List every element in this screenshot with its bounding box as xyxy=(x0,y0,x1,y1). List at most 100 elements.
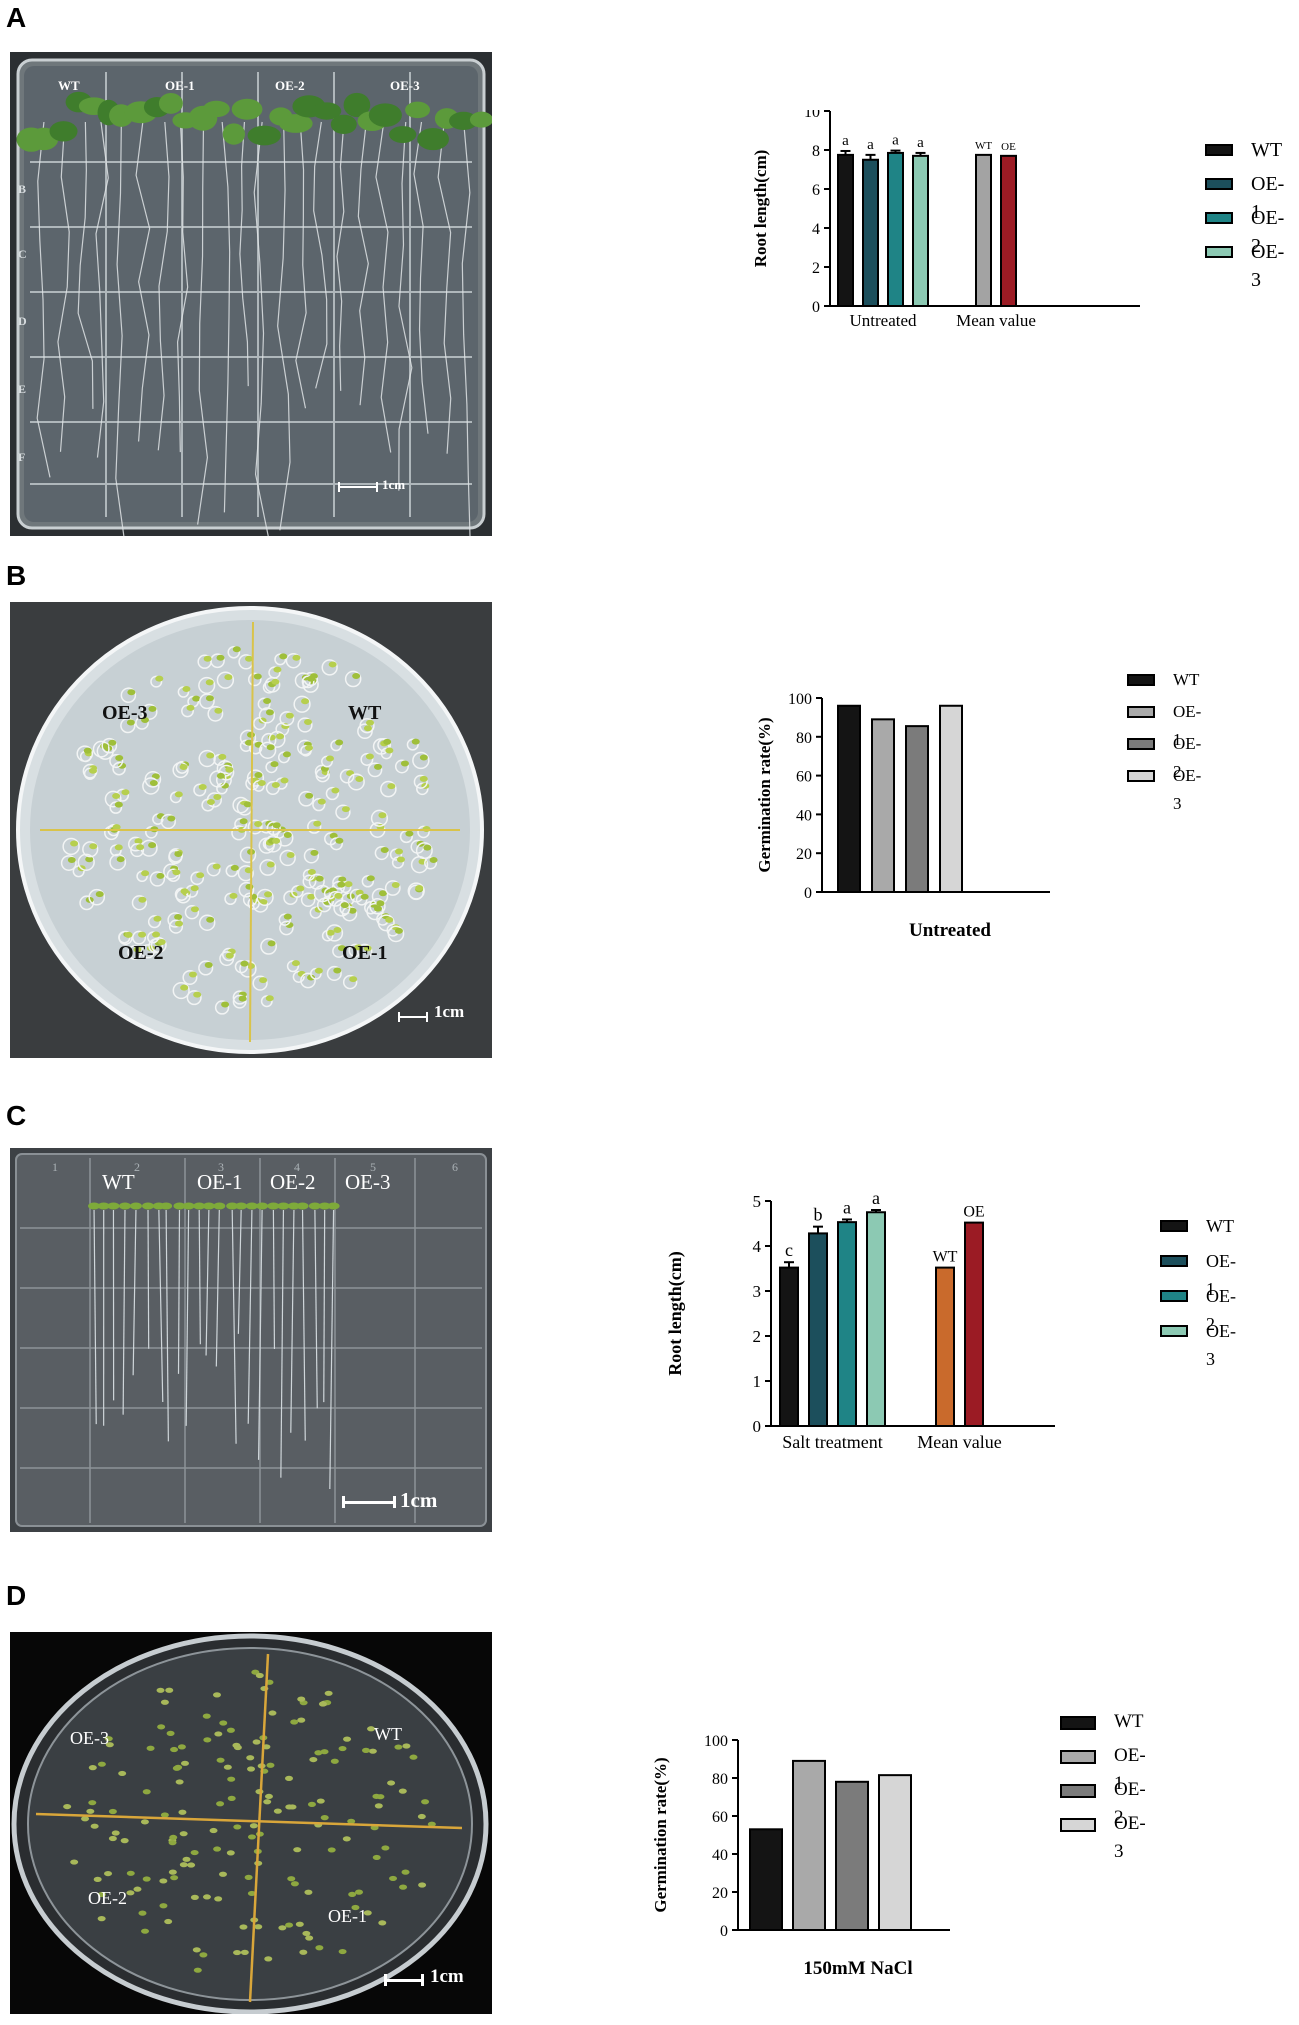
chart-c-ytick-label-2: 2 xyxy=(753,1327,762,1346)
photo-a-row-mark-d: D xyxy=(18,314,27,328)
chart-a-ytick-label-0: 0 xyxy=(812,299,820,316)
legend-a-swatch-oe3 xyxy=(1205,246,1233,258)
chart-c-letter-0-3: a xyxy=(872,1190,880,1208)
photo-a-row-mark-f: F xyxy=(18,450,26,464)
panel-letter-c: C xyxy=(6,1100,27,1131)
chart-b-ytick-label-0: 0 xyxy=(804,885,812,902)
chart-a-letter-1-0: WT xyxy=(975,140,992,152)
chart-a-ytick-label-1: 2 xyxy=(812,260,820,277)
chart-c-letter-0-2: a xyxy=(843,1197,851,1217)
chart-c-group-label-1: Mean value xyxy=(917,1432,1001,1452)
legend-a-swatch-oe1 xyxy=(1205,178,1233,190)
photo-c-label-oe2: OE-2 xyxy=(270,1170,316,1194)
legend-b-swatch-oe3 xyxy=(1127,770,1155,782)
chart-a: 0 2 4 6 8 10 Root length(cm) a a a a Untreated WT OE M… xyxy=(740,104,1160,440)
chart-b-bar-0-3 xyxy=(939,704,963,894)
photo-a-label-oe3: OE-3 xyxy=(390,78,420,93)
chart-c-bar-0-2 xyxy=(837,1221,857,1428)
chart-b-ytick-label-2: 40 xyxy=(796,807,812,824)
photo-c-col-mark-4: 4 xyxy=(294,1160,300,1174)
legend-b-label-oe2: OE-2 xyxy=(1173,734,1202,781)
chart-a-ytick-label-2: 4 xyxy=(812,221,820,238)
chart-d-bar-0-2 xyxy=(835,1780,869,1931)
photo-c-label-oe3: OE-3 xyxy=(345,1170,391,1194)
chart-a-ytick-label-4: 8 xyxy=(812,143,820,160)
legend-a-label-oe3: OE-3 xyxy=(1251,241,1285,291)
legend-a-label-wt: WT xyxy=(1251,139,1283,161)
photo-c-col-mark-5: 5 xyxy=(370,1160,376,1174)
chart-d-ytick-label-3: 60 xyxy=(712,1809,728,1826)
chart-a-bar-0-3 xyxy=(912,154,929,307)
chart-d-bar-0-3 xyxy=(878,1774,912,1932)
photo-d-petri-dish: OE-3 WT OE-2 OE-1 1cm xyxy=(10,1632,492,2014)
legend-b-swatch-wt xyxy=(1127,674,1155,686)
chart-b-ytick-label-4: 80 xyxy=(796,730,812,747)
scale-label-d: 1cm xyxy=(430,1966,464,1987)
chart-b-ytick-label-5: 100 xyxy=(788,691,812,708)
photo-c-col-mark-3: 3 xyxy=(218,1160,224,1174)
legend-a-label-oe2: OE-2 xyxy=(1251,207,1285,257)
dish-b-drawing xyxy=(16,606,484,1054)
photo-d-label-oe1: OE-1 xyxy=(328,1906,367,1926)
scale-label-a: 1cm xyxy=(382,477,406,492)
legend-d-label-oe2: OE-2 xyxy=(1114,1779,1146,1828)
chart-d-xlabel: 150mM NaCl xyxy=(803,1958,912,1979)
legend-a-swatch-oe2 xyxy=(1205,212,1233,224)
chart-a-ytick-label-3: 6 xyxy=(812,182,820,199)
chart-a-letter-0-0: a xyxy=(842,133,849,149)
legend-b-swatch-oe2 xyxy=(1127,738,1155,750)
legend-b-label-wt: WT xyxy=(1173,670,1200,689)
chart-b-bar-0-0 xyxy=(837,704,861,894)
chart-b: 0 20 40 60 80 100 Germination rate(%) Untreated xyxy=(740,648,1120,998)
chart-a-letter-1-1: OE xyxy=(1001,141,1016,153)
photo-a-row-mark-b: B xyxy=(18,182,27,196)
legend-c-swatch-oe1 xyxy=(1160,1255,1188,1267)
chart-d-ylabel: Germination rate(%) xyxy=(651,1757,670,1912)
legend-c-label-oe1: OE-1 xyxy=(1206,1251,1236,1299)
photo-a-row-mark-c: C xyxy=(18,247,27,261)
chart-b-ytick-label-1: 20 xyxy=(796,846,812,863)
legend-a-swatch-wt xyxy=(1205,144,1233,156)
chart-d-ytick-label-1: 20 xyxy=(712,1885,728,1902)
legend-d-swatch-oe3 xyxy=(1060,1818,1096,1832)
legend-c-label-oe2: OE-2 xyxy=(1206,1286,1236,1334)
chart-c-letter-0-1: b xyxy=(814,1205,823,1225)
chart-a-bar-0-1 xyxy=(862,158,879,307)
chart-a-bar-1-1 xyxy=(1000,154,1017,307)
chart-a-bar-1-0 xyxy=(975,153,992,307)
chart-c-ytick-label-0: 0 xyxy=(753,1417,762,1436)
chart-d-ytick-label-4: 80 xyxy=(712,1771,728,1788)
chart-a-letter-0-2: a xyxy=(892,133,899,149)
photo-c-col-mark-2: 2 xyxy=(134,1160,140,1174)
legend-b-swatch-oe1 xyxy=(1127,706,1155,718)
chart-a-bar-0-2 xyxy=(887,151,904,307)
panel-letter-a: A xyxy=(6,2,27,33)
chart-c-letter-1-1: OE xyxy=(963,1204,984,1221)
photo-b-label-oe2: OE-2 xyxy=(118,942,164,964)
photo-c-label-wt: WT xyxy=(102,1170,135,1194)
legend-c-swatch-oe3 xyxy=(1160,1325,1188,1337)
chart-c-ytick-label-5: 5 xyxy=(753,1192,762,1211)
chart-c-bar-1-0 xyxy=(935,1266,955,1427)
legend-c-label-wt: WT xyxy=(1206,1216,1234,1236)
scale-bar-c xyxy=(342,1496,396,1508)
chart-d: 0 20 40 60 80 100 Germination rate(%) 150mM NaC… xyxy=(640,1690,1040,2020)
chart-c-ylabel: Root length(cm) xyxy=(665,1251,686,1375)
chart-c-ytick-label-1: 1 xyxy=(753,1372,762,1391)
legend-a-label-oe1: OE-1 xyxy=(1251,173,1285,223)
chart-b-bar-0-1 xyxy=(871,718,895,893)
photo-c-square-plate: 1 2 3 4 5 6 WT OE-1 OE-2 OE-3 1cm xyxy=(10,1148,492,1532)
scale-label-b: 1cm xyxy=(434,1002,465,1021)
chart-c-letter-1-0: WT xyxy=(933,1249,958,1266)
photo-d-label-wt: WT xyxy=(374,1724,402,1744)
photo-b-label-oe3: OE-3 xyxy=(102,702,148,724)
chart-c-bar-1-1 xyxy=(964,1221,984,1427)
legend-d-swatch-wt xyxy=(1060,1716,1096,1730)
chart-a-ytick-label-5: 10 xyxy=(804,110,820,121)
chart-a-letter-0-3: a xyxy=(917,135,924,151)
chart-c: 0 1 2 3 4 5 Root length(cm) c b a a Salt treatment W… xyxy=(655,1188,1095,1540)
photo-d-label-oe3: OE-3 xyxy=(70,1728,109,1748)
photo-b-label-wt: WT xyxy=(348,702,382,724)
dish-d-drawing xyxy=(11,1633,489,2014)
